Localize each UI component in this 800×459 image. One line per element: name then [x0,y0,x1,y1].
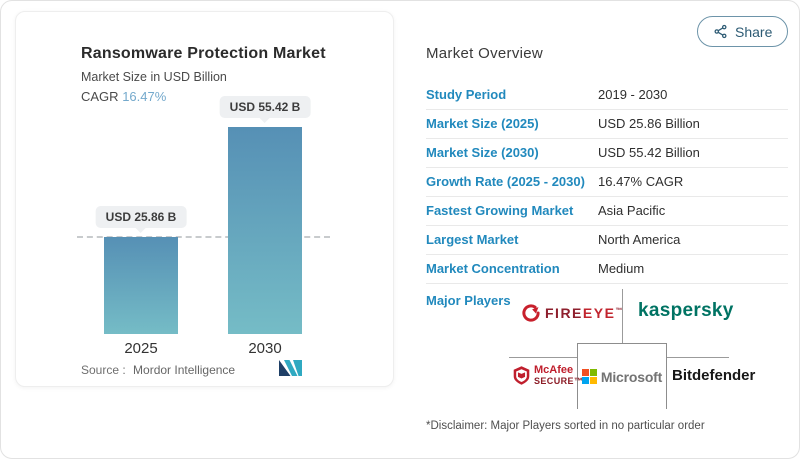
bar-2025-value-label: USD 25.86 B [95,206,187,228]
source-value: Mordor Intelligence [133,363,236,377]
chart-subtitle: Market Size in USD Billion [81,70,227,84]
row-value: 2019 - 2030 [598,87,668,102]
overview-row-market-size-2025: Market Size (2025) USD 25.86 Billion [426,110,788,139]
overview-row-growth-rate: Growth Rate (2025 - 2030) 16.47% CAGR [426,168,788,197]
row-value: North America [598,232,681,247]
cagr-label: CAGR [81,89,119,104]
source-label: Source : [81,363,126,377]
row-label: Study Period [426,87,507,102]
players-grid-horizontal-divider-right [667,357,729,358]
share-nodes-icon [713,24,728,39]
kaspersky-logo: kaspersky [638,300,734,321]
chart-card [15,11,394,387]
bar-2030: USD 55.42 B [219,96,311,334]
row-label: Largest Market [426,232,519,247]
x-axis-label-2030: 2030 [248,340,282,357]
players-disclaimer: *Disclaimer: Major Players sorted in no … [426,420,705,432]
chart-cagr: CAGR 16.47% [81,89,166,104]
row-value: USD 55.42 Billion [598,145,700,160]
major-players-label: Major Players [426,293,511,308]
bitdefender-logo: Bitdefender [672,367,756,384]
mordor-intelligence-logo [279,360,302,381]
share-button-label: Share [735,23,773,40]
source-attribution: Source : Mordor Intelligence [81,363,235,377]
overview-row-largest-market: Largest Market North America [426,226,788,255]
row-value: Medium [598,261,645,276]
fireeye-swoosh-icon [522,304,540,322]
row-label: Growth Rate (2025 - 2030) [426,174,585,189]
share-button[interactable]: Share [697,16,789,47]
microsoft-squares-icon [581,369,597,384]
reference-dashed-line [77,236,330,238]
overview-row-major-players: Major Players [426,284,788,315]
x-axis-label-2025: 2025 [124,340,158,357]
mcafee-logo: McAfee SECURE™ [513,364,584,386]
mcafee-wordmark: McAfee SECURE™ [534,364,584,386]
overview-row-study-period: Study Period 2019 - 2030 [426,81,788,110]
players-grid-vertical-divider [622,289,623,343]
microsoft-logo-box: Microsoft [577,343,667,409]
fireeye-wordmark: FIREEYE™ [545,305,623,321]
row-value: Asia Pacific [598,203,666,218]
row-label: Market Size (2030) [426,145,539,160]
row-label: Market Concentration [426,261,560,276]
chart-title: Ransomware Protection Market [81,45,326,62]
row-value: 16.47% CAGR [598,174,684,189]
row-label: Fastest Growing Market [426,203,574,218]
overview-row-market-size-2030: Market Size (2030) USD 55.42 Billion [426,139,788,168]
market-overview-panel: Market Overview Study Period 2019 - 2030… [426,45,788,315]
mcafee-shield-icon [513,366,530,385]
overview-row-market-concentration: Market Concentration Medium [426,255,788,284]
fireeye-logo: FIREEYE™ [522,304,622,322]
row-value: USD 25.86 Billion [598,116,700,131]
overview-title: Market Overview [426,45,544,62]
bar-2025: USD 25.86 B [95,206,187,334]
row-label: Market Size (2025) [426,116,539,131]
cagr-value: 16.47% [122,89,167,104]
bar-2030-value-label: USD 55.42 B [219,96,311,118]
overview-row-fastest-growing-market: Fastest Growing Market Asia Pacific [426,197,788,226]
microsoft-wordmark: Microsoft [600,368,663,385]
players-grid-horizontal-divider-left [509,357,577,358]
